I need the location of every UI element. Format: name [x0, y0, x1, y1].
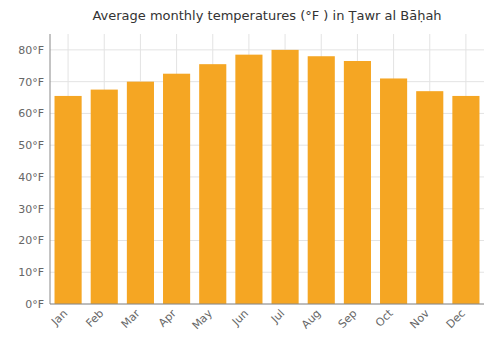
bar: [163, 74, 190, 304]
bar: [199, 64, 226, 304]
bar: [380, 78, 407, 304]
bar: [235, 55, 262, 304]
y-grid-line: [50, 304, 484, 305]
y-tick-label: 80°F: [18, 44, 44, 57]
x-axis-line: [50, 304, 484, 305]
chart-container: Average monthly temperatures (°F ) in Ţa…: [0, 0, 500, 350]
bar: [127, 82, 154, 304]
y-grid-line: [50, 81, 484, 82]
x-tick-label: Dec: [444, 307, 468, 331]
x-tick-label: Aug: [299, 307, 323, 331]
bar: [344, 61, 371, 304]
bar: [272, 50, 299, 304]
x-tick-label: May: [190, 307, 216, 333]
bar: [91, 90, 118, 304]
title: Average monthly temperatures (°F ) in Ţa…: [92, 8, 441, 23]
x-tick-label: Oct: [373, 306, 396, 329]
y-tick-label: 40°F: [18, 171, 44, 184]
y-tick-label: 70°F: [18, 76, 44, 89]
y-tick-label: 30°F: [18, 203, 44, 216]
bar: [452, 96, 479, 304]
y-tick-label: 50°F: [18, 139, 44, 152]
chart-svg: Average monthly temperatures (°F ) in Ţa…: [0, 0, 500, 350]
x-tick-label: Jul: [268, 307, 287, 326]
bar: [308, 56, 335, 304]
bars: [55, 50, 480, 304]
bar: [55, 96, 82, 304]
x-tick-label: Sep: [336, 307, 360, 331]
x-tick-label: Mar: [119, 307, 143, 331]
y-tick-label: 0°F: [25, 298, 44, 311]
y-tick-label: 10°F: [18, 266, 44, 279]
y-tick-label: 60°F: [18, 107, 44, 120]
y-grid-line: [50, 49, 484, 50]
bar: [416, 91, 443, 304]
x-tick-label: Jun: [229, 307, 251, 329]
y-tick-label: 20°F: [18, 234, 44, 247]
x-tick-label: Jan: [48, 307, 70, 329]
x-tick-label: Nov: [407, 307, 432, 332]
grid: [50, 34, 484, 304]
y-axis-line: [50, 34, 51, 304]
x-tick-label: Feb: [83, 307, 106, 330]
x-tick-label: Apr: [156, 307, 179, 330]
